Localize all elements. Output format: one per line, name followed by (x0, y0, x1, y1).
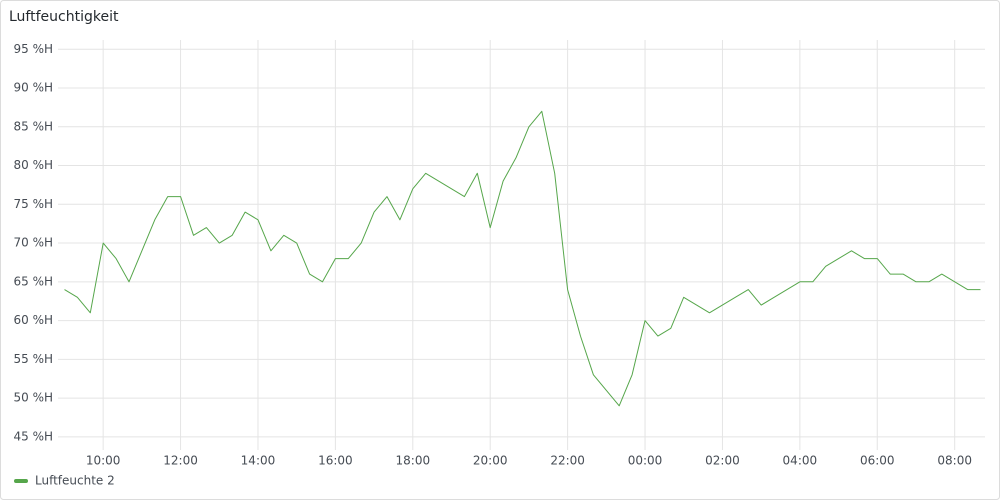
y-tick-label: 70 %H (13, 236, 53, 250)
y-tick-label: 50 %H (13, 391, 53, 405)
x-tick-label: 02:00 (705, 454, 740, 468)
panel-title: Luftfeuchtigkeit (9, 9, 119, 25)
x-tick-label: 00:00 (628, 454, 663, 468)
x-tick-label: 16:00 (318, 454, 353, 468)
x-tick-label: 04:00 (783, 454, 818, 468)
x-tick-label: 18:00 (396, 454, 431, 468)
y-tick-label: 75 %H (13, 197, 53, 211)
y-tick-label: 85 %H (13, 119, 53, 133)
y-tick-label: 45 %H (13, 429, 53, 443)
x-tick-label: 08:00 (937, 454, 972, 468)
x-tick-label: 06:00 (860, 454, 895, 468)
x-tick-label: 20:00 (473, 454, 508, 468)
x-tick-label: 10:00 (86, 454, 121, 468)
y-tick-label: 80 %H (13, 158, 53, 172)
x-tick-label: 12:00 (163, 454, 198, 468)
y-tick-label: 95 %H (13, 42, 53, 56)
legend-swatch (14, 479, 28, 483)
data-line (64, 110, 981, 407)
y-tick-label: 90 %H (13, 81, 53, 95)
y-tick-label: 60 %H (13, 313, 53, 327)
y-tick-label: 55 %H (13, 352, 53, 366)
x-tick-label: 14:00 (241, 454, 276, 468)
legend-label[interactable]: Luftfeuchte 2 (35, 474, 115, 488)
y-tick-label: 65 %H (13, 274, 53, 288)
x-tick-label: 22:00 (550, 454, 585, 468)
